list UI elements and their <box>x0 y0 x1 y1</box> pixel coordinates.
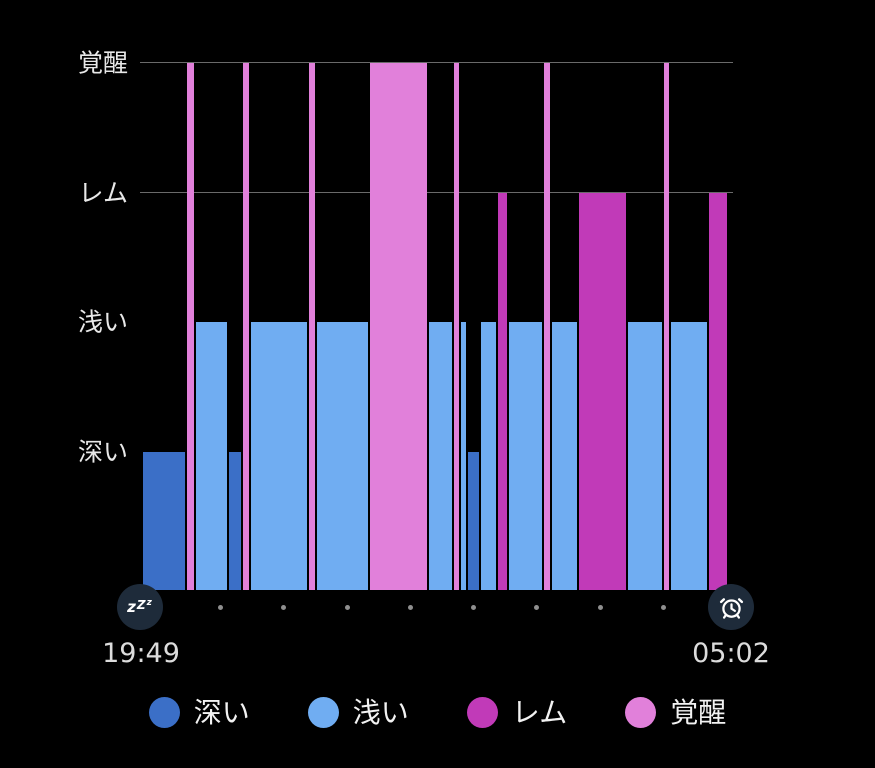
sleep-stage-bar-awake[interactable] <box>242 63 249 590</box>
timeline-dot <box>344 604 350 610</box>
sleep-zzz-icon: zZz <box>127 598 153 616</box>
timeline-dots <box>218 604 666 610</box>
light-legend-dot-icon <box>307 697 339 728</box>
sleep-stage-bar-awake[interactable] <box>543 63 550 590</box>
sleep-stage-bar-light[interactable] <box>480 322 496 590</box>
sleep-end-time: 05:02 <box>692 638 770 669</box>
sleep-stage-bar-light[interactable] <box>551 322 577 590</box>
legend-label-light: 浅い <box>352 695 409 729</box>
sleep-stage-bar-awake[interactable] <box>370 63 427 590</box>
timeline-dot <box>281 604 287 610</box>
legend-item-awake: 覚醒 <box>625 697 726 728</box>
y-axis: 深い 浅い レム 覚醒 <box>0 51 128 590</box>
sleep-stage-bar-awake[interactable] <box>309 63 316 590</box>
sleep-stage-bar-light[interactable] <box>250 322 308 590</box>
sleep-stage-bar-light[interactable] <box>195 322 227 590</box>
timeline-dot <box>218 604 223 610</box>
legend-item-rem: レム <box>466 695 568 729</box>
timeline-dot <box>597 604 603 610</box>
legend-item-light: 浅い <box>307 695 409 729</box>
sleep-stage-bar-deep[interactable] <box>467 451 479 590</box>
sleep-stage-bar-awake[interactable] <box>187 63 194 590</box>
plot-area <box>140 62 733 590</box>
sleep-stage-bar-awake[interactable] <box>664 63 670 590</box>
sleep-stage-bar-deep[interactable] <box>142 451 186 590</box>
y-axis-label-light: 浅い <box>77 307 128 337</box>
sleep-stage-bar-light[interactable] <box>508 322 542 590</box>
y-axis-label-deep: 深い <box>77 437 128 467</box>
sleep-stage-bar-light[interactable] <box>429 322 452 590</box>
legend-label-deep: 深い <box>193 695 250 729</box>
sleep-stage-bar-awake[interactable] <box>453 63 459 590</box>
awake-legend-dot-icon <box>625 697 657 728</box>
timeline-dot <box>534 604 540 610</box>
sleep-stage-bar-light[interactable] <box>460 322 466 590</box>
sleep-stage-bar-rem[interactable] <box>709 193 728 590</box>
rem-legend-dot-icon <box>466 697 498 728</box>
gridline <box>140 192 733 194</box>
wake-alarm-chip[interactable] <box>708 584 754 630</box>
deep-legend-dot-icon <box>148 697 180 728</box>
y-axis-label-rem: レム <box>78 178 128 208</box>
sleep-stage-bar-light[interactable] <box>317 322 369 590</box>
legend-item-deep: 深い <box>148 695 250 729</box>
gridline <box>140 62 733 63</box>
sleep-stage-bar-rem[interactable] <box>497 193 507 590</box>
sleep-start-chip[interactable]: zZz <box>117 584 163 630</box>
sleep-stage-bar-deep[interactable] <box>228 451 241 590</box>
legend-label-rem: レム <box>511 695 568 729</box>
legend-label-awake: 覚醒 <box>670 695 727 729</box>
sleep-start-time: 19:49 <box>102 638 180 669</box>
sleep-stage-bar-rem[interactable] <box>578 193 627 590</box>
timeline-dot <box>660 604 666 610</box>
timeline-dot <box>471 604 477 610</box>
y-axis-label-awake: 覚醒 <box>77 48 128 78</box>
timeline-dot <box>407 604 413 610</box>
sleep-stage-bar-light[interactable] <box>671 322 708 590</box>
legend: 深い 浅い レム 覚醒 <box>0 697 875 728</box>
sleep-stage-bar-light[interactable] <box>628 322 663 590</box>
alarm-clock-icon <box>718 594 745 621</box>
